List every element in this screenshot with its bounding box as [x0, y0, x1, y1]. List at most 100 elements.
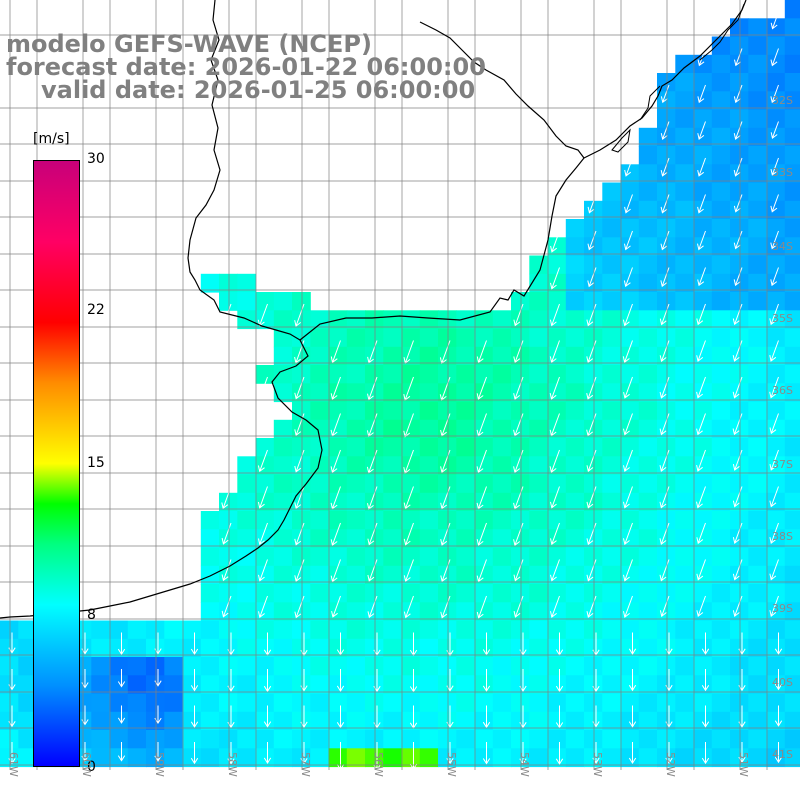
wind-cell	[383, 620, 403, 640]
wind-cell	[675, 164, 695, 184]
wind-cell	[456, 492, 476, 512]
wind-cell	[255, 620, 275, 640]
wind-cell	[638, 365, 658, 384]
wind-cell	[711, 547, 731, 567]
wind-arrow	[769, 303, 779, 326]
wind-arrow	[586, 595, 597, 618]
wind-cell	[273, 675, 293, 695]
wind-cell	[273, 547, 293, 567]
wind-cell	[711, 73, 731, 92]
wind-cell	[693, 182, 713, 202]
wind-cell	[237, 730, 257, 749]
wind-cell	[401, 711, 421, 731]
wind-cell	[365, 456, 384, 476]
wind-cell	[620, 438, 640, 457]
wind-cell	[565, 401, 585, 421]
wind-arrow	[476, 449, 487, 474]
wind-cell	[675, 91, 695, 111]
wind-cell	[748, 310, 768, 330]
wind-cell	[565, 711, 585, 731]
wind-cell	[602, 693, 622, 713]
wind-cell	[146, 711, 165, 731]
wind-cell	[419, 529, 439, 549]
wind-cell	[748, 182, 768, 202]
wind-cell	[675, 565, 695, 585]
wind-cell	[292, 383, 311, 403]
wind-cell	[492, 547, 512, 567]
wind-cell	[565, 273, 585, 293]
wind-cell	[784, 638, 800, 658]
wind-arrow	[770, 84, 779, 104]
wind-cell	[638, 310, 658, 330]
wind-cell	[748, 529, 768, 549]
wind-arrow	[732, 522, 743, 544]
wind-cell	[237, 748, 257, 768]
wind-cell	[730, 73, 749, 92]
wind-cell	[529, 711, 549, 731]
wind-cell	[273, 419, 293, 439]
wind-cell	[328, 620, 348, 640]
wind-cell	[237, 547, 257, 567]
wind-cell	[492, 511, 512, 530]
wind-cell	[419, 456, 439, 476]
wind-cell	[419, 310, 439, 330]
wind-cell	[511, 657, 530, 676]
wind-cell	[657, 584, 676, 603]
wind-cell	[219, 711, 238, 731]
wind-cell	[91, 711, 111, 731]
wind-cell	[748, 18, 768, 38]
wind-arrow	[294, 303, 305, 327]
wind-cell	[748, 200, 768, 220]
lon-label-59w: 59W	[153, 752, 166, 777]
wind-arrow	[586, 522, 597, 546]
wind-cell	[200, 547, 220, 567]
wind-cell	[529, 602, 549, 622]
wind-cell	[237, 565, 257, 585]
wind-cell	[255, 711, 275, 731]
wind-cell	[711, 164, 731, 184]
wind-cell	[547, 693, 567, 713]
wind-cell	[602, 365, 622, 384]
wind-cell	[511, 529, 530, 549]
wind-cell	[730, 200, 749, 220]
wind-cell	[748, 146, 768, 165]
wind-cell	[565, 383, 585, 403]
wind-cell	[200, 529, 220, 549]
wind-cell	[602, 620, 622, 640]
wind-cell	[328, 456, 348, 476]
wind-cell	[620, 584, 640, 603]
wind-cell	[383, 365, 403, 384]
wind-cell	[638, 292, 658, 311]
wind-cell	[401, 365, 421, 384]
wind-cell	[657, 730, 676, 749]
wind-arrow	[440, 595, 451, 619]
wind-cell	[492, 693, 512, 713]
wind-cell	[401, 438, 421, 457]
wind-cell	[310, 547, 330, 567]
wind-cell	[255, 657, 275, 676]
wind-cell	[638, 474, 658, 494]
wind-cell	[383, 711, 403, 731]
wind-cell	[584, 383, 603, 403]
wind-cell	[127, 730, 147, 749]
wind-cell	[419, 748, 439, 768]
wind-cell	[748, 127, 768, 147]
wind-cell	[419, 657, 439, 676]
wind-cell	[255, 547, 275, 567]
wind-cell	[602, 602, 622, 622]
wind-cell	[584, 748, 603, 768]
wind-arrow	[549, 303, 560, 327]
wind-cell	[693, 748, 713, 768]
wind-cell	[693, 602, 713, 622]
wind-cell	[730, 529, 749, 549]
wind-arrow	[770, 11, 779, 30]
wind-cell	[693, 547, 713, 567]
wind-cell	[711, 438, 731, 457]
wind-arrow	[482, 742, 491, 765]
wind-arrow	[555, 669, 564, 693]
wind-arrow	[660, 194, 670, 214]
wind-cell	[127, 638, 147, 658]
wind-cell	[766, 401, 786, 421]
wind-cell	[657, 365, 676, 384]
wind-cell	[127, 711, 147, 731]
